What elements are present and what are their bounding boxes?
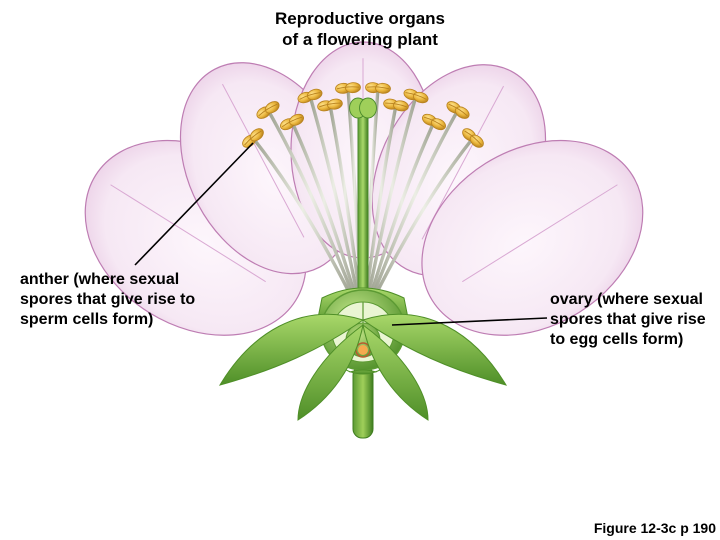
anther-icon (365, 82, 391, 94)
style (358, 110, 368, 298)
anther-icon (335, 82, 361, 94)
stem (353, 366, 373, 438)
title-line-1: Reproductive organs (275, 9, 445, 28)
ovary-label: ovary (where sexual spores that give ris… (550, 290, 720, 350)
ovule-spot-icon (358, 345, 368, 355)
diagram-title: Reproductive organs of a flowering plant (0, 8, 720, 51)
anther-label: anther (where sexual spores that give ri… (20, 270, 220, 330)
stigma (350, 98, 377, 118)
figure-reference: Figure 12-3c p 190 (594, 520, 716, 536)
title-line-2: of a flowering plant (282, 30, 438, 49)
